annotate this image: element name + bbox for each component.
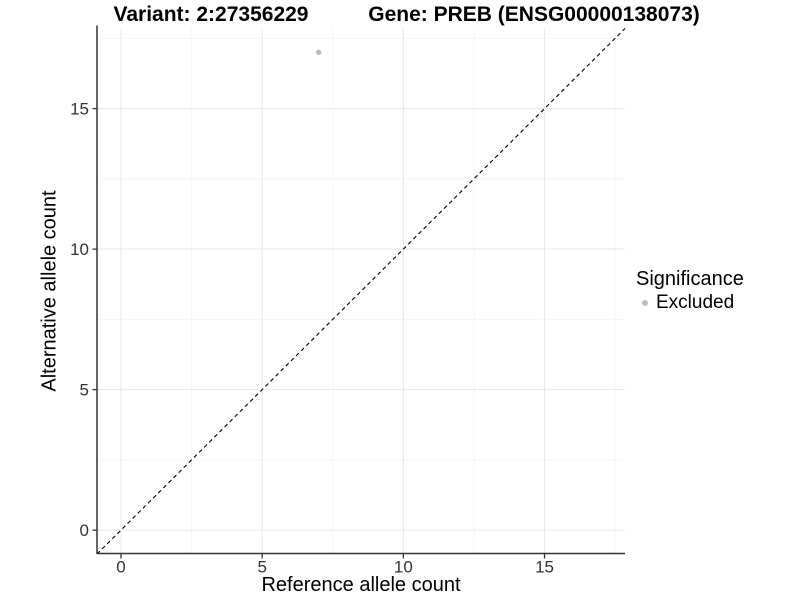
legend-entry-excluded: Excluded	[636, 292, 744, 314]
data-point	[315, 49, 322, 56]
x-tick-label: 10	[394, 558, 413, 577]
x-tick-label: 0	[116, 558, 125, 577]
y-tick-label: 5	[80, 381, 89, 400]
plot-title-gene: Gene: PREB (ENSG00000138073)	[368, 3, 700, 26]
y-tick-label: 10	[70, 240, 89, 259]
y-tick-label: 15	[70, 100, 89, 119]
legend-point-icon	[642, 300, 648, 306]
legend-entry-label: Excluded	[656, 292, 735, 313]
x-axis-title: Reference allele count	[261, 574, 461, 596]
legend-title: Significance	[636, 268, 744, 290]
y-tick-label: 0	[80, 521, 89, 540]
plot-title-variant: Variant: 2:27356229	[113, 3, 309, 26]
x-tick-label: 5	[257, 558, 266, 577]
identity-dashed-line	[96, 28, 626, 555]
legend: Significance Excluded	[636, 268, 744, 314]
y-axis-title: Alternative allele count	[38, 190, 61, 392]
x-tick-label: 15	[535, 558, 554, 577]
